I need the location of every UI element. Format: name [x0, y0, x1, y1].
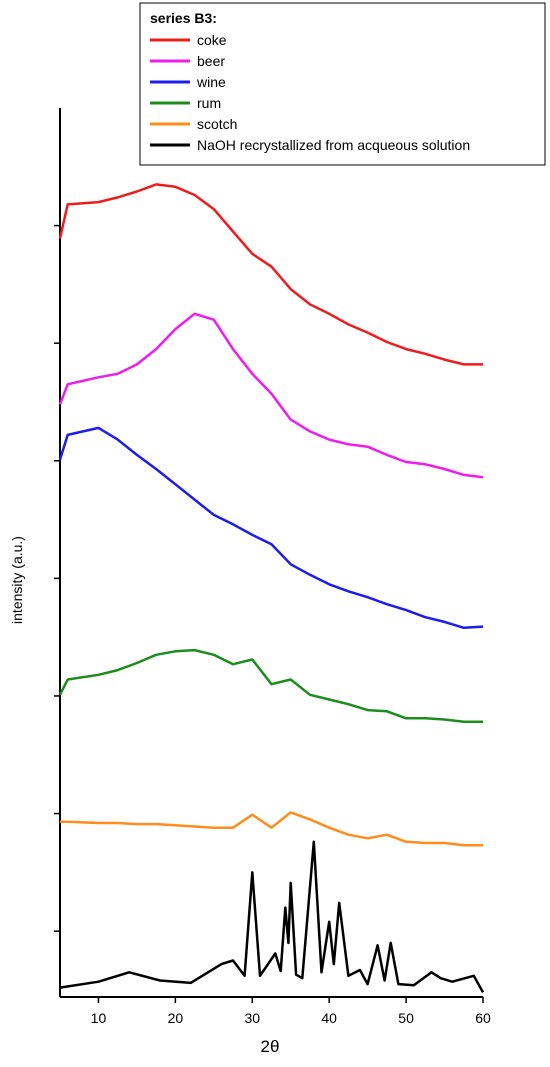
legend-label: beer	[197, 53, 225, 69]
x-axis-label: 2θ	[261, 1037, 280, 1056]
series-line	[59, 840, 485, 993]
legend-label: wine	[196, 74, 226, 90]
x-tick-label: 40	[321, 1010, 337, 1026]
x-tick-label: 50	[398, 1010, 414, 1026]
x-tick-label: 60	[475, 1010, 491, 1026]
legend-title: series B3:	[150, 10, 217, 26]
series-line	[58, 648, 483, 724]
legend-label: coke	[197, 32, 227, 48]
legend-label: NaOH recrystallized from acqueous soluti…	[197, 137, 470, 153]
legend-label: rum	[197, 95, 221, 111]
y-axis-label: intensity (a.u.)	[9, 536, 25, 624]
series-line	[58, 426, 484, 630]
legend-box	[139, 2, 546, 166]
series-line	[58, 312, 484, 479]
series-line	[58, 183, 483, 366]
x-tick-label: 10	[91, 1010, 107, 1026]
x-tick-label: 20	[168, 1010, 184, 1026]
legend-label: scotch	[197, 116, 237, 132]
x-tick-label: 30	[244, 1010, 260, 1026]
series-line	[60, 811, 483, 847]
